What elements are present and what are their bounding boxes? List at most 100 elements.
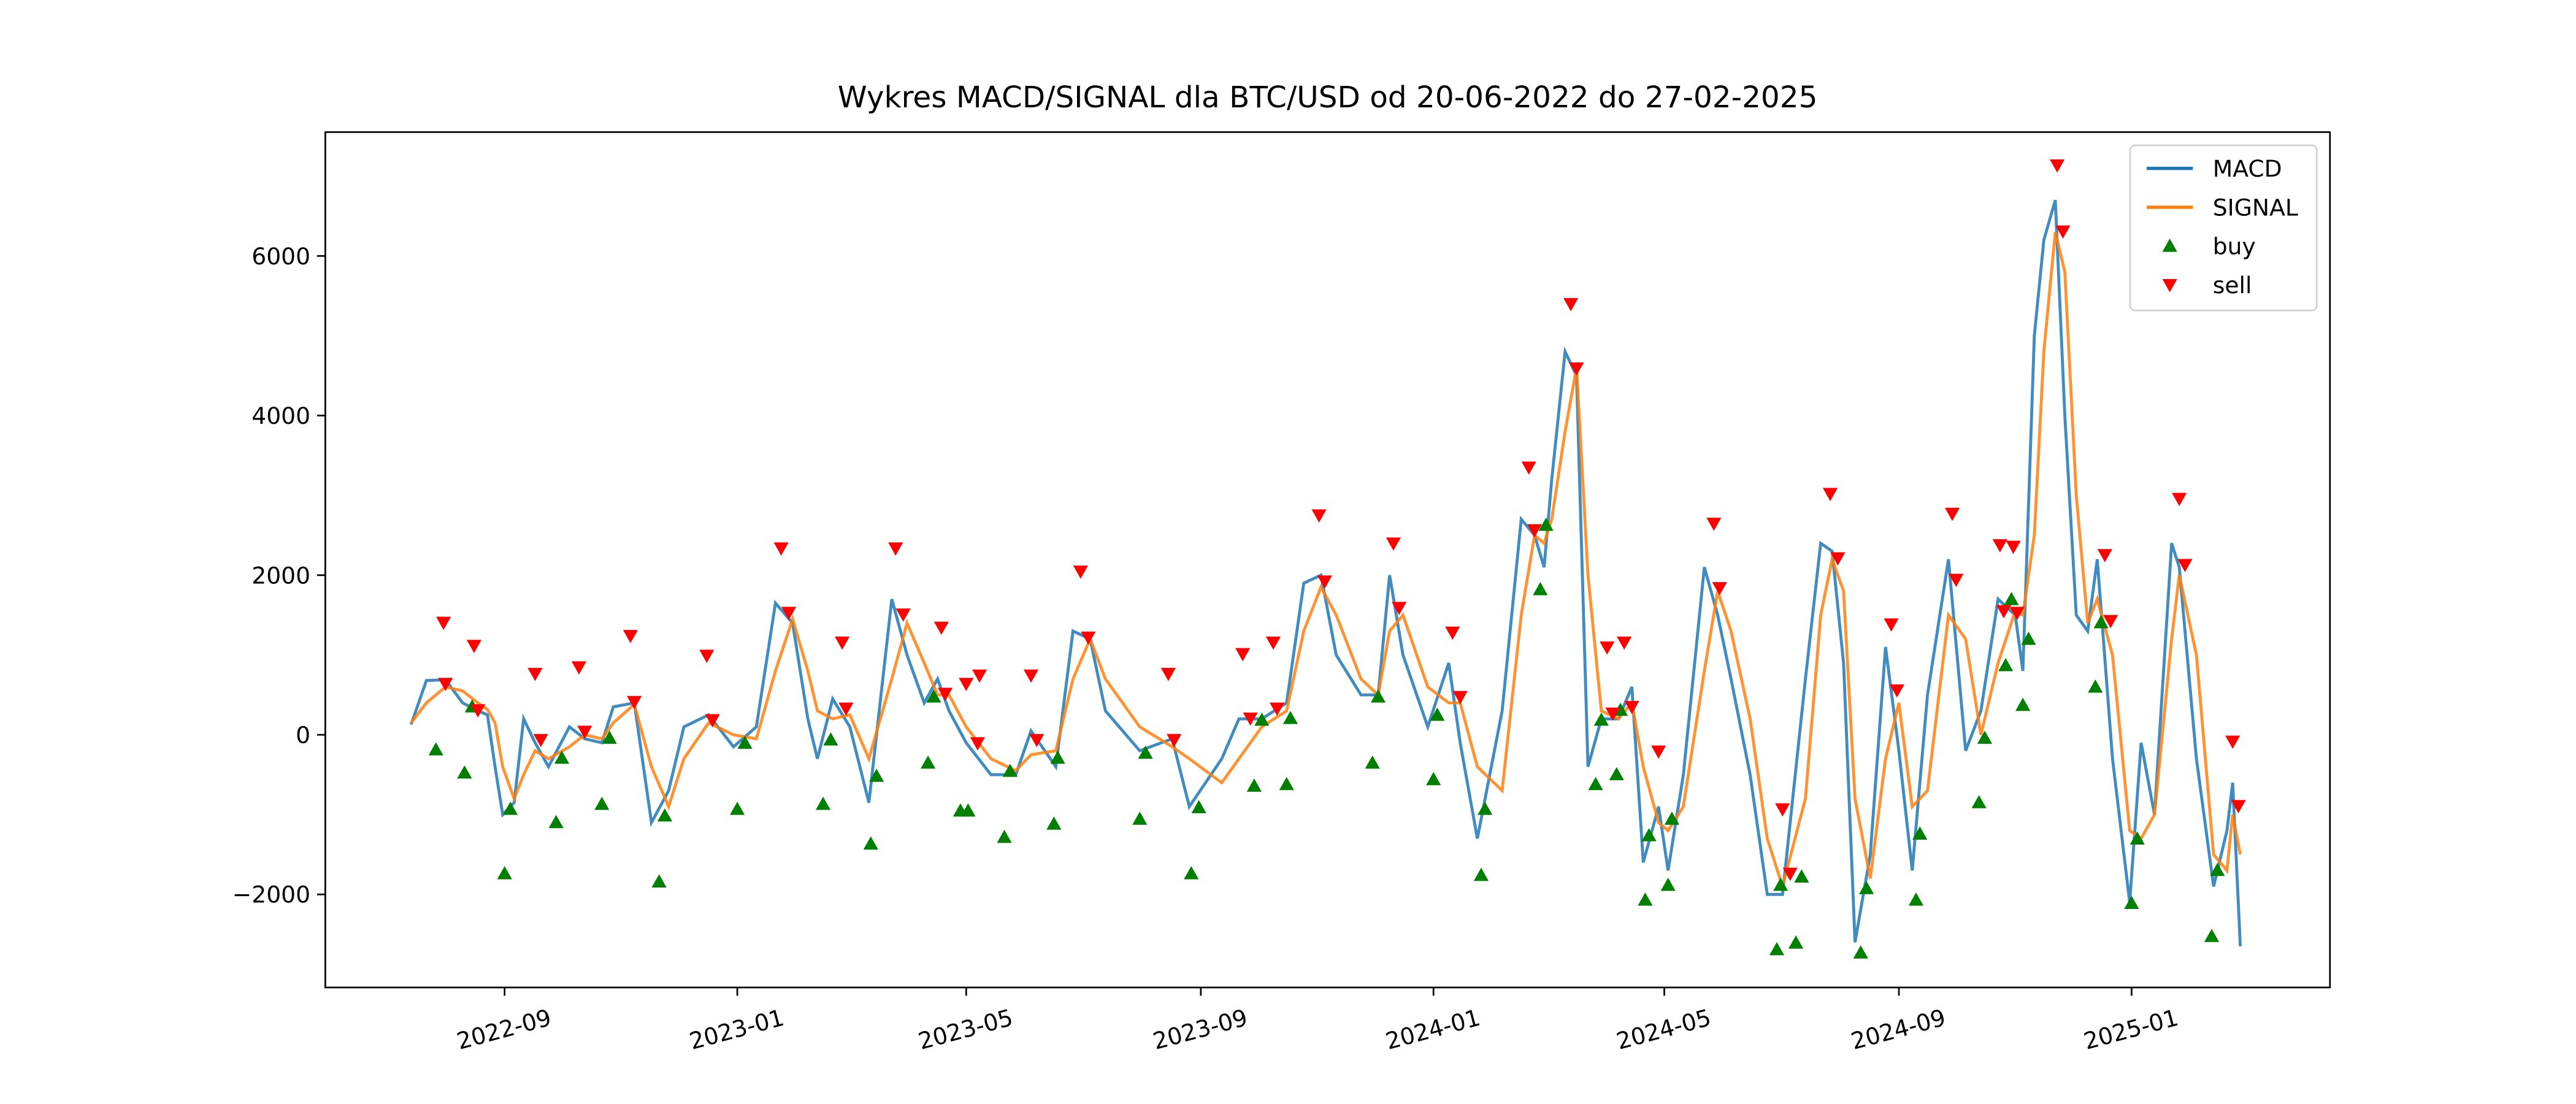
marker xyxy=(1609,767,1624,781)
marker xyxy=(1664,811,1680,825)
marker xyxy=(895,608,911,622)
marker xyxy=(1773,877,1788,891)
marker xyxy=(1046,816,1062,830)
marker xyxy=(1600,641,1615,655)
marker xyxy=(2204,929,2220,942)
marker xyxy=(436,616,451,631)
marker xyxy=(933,621,949,635)
marker xyxy=(888,542,903,556)
marker xyxy=(1002,764,1018,777)
marker xyxy=(1370,689,1386,703)
marker xyxy=(1563,297,1579,312)
marker xyxy=(1660,877,1676,891)
marker xyxy=(2015,697,2031,711)
marker xyxy=(1246,778,1262,792)
marker xyxy=(970,737,986,751)
legend-label: SIGNAL xyxy=(2213,194,2298,221)
marker xyxy=(1265,636,1281,650)
marker xyxy=(1527,524,1543,538)
marker xyxy=(1279,776,1294,791)
marker xyxy=(1884,618,1899,632)
marker xyxy=(1081,631,1096,645)
marker xyxy=(533,734,548,748)
marker xyxy=(548,815,564,829)
marker xyxy=(1167,734,1182,748)
marker xyxy=(438,678,453,691)
marker xyxy=(1651,745,1666,759)
marker xyxy=(1641,828,1657,841)
marker xyxy=(863,836,878,850)
marker xyxy=(815,797,831,810)
marker xyxy=(1638,892,1653,906)
marker xyxy=(1243,712,1258,726)
marker xyxy=(1624,700,1639,715)
legend-label: sell xyxy=(2213,272,2252,299)
marker xyxy=(1426,772,1441,786)
line-series xyxy=(410,231,2242,892)
marker xyxy=(1769,941,1785,956)
marker xyxy=(1132,811,1148,825)
marker xyxy=(502,802,518,815)
marker xyxy=(657,808,673,822)
marker xyxy=(959,678,974,691)
marker xyxy=(497,866,512,880)
marker xyxy=(1794,869,1809,883)
marker xyxy=(699,650,715,663)
marker xyxy=(737,735,753,749)
marker xyxy=(937,688,953,701)
marker xyxy=(773,542,789,556)
marker xyxy=(960,803,976,817)
marker xyxy=(1949,573,1964,588)
marker xyxy=(1971,795,1987,808)
marker xyxy=(1538,517,1554,531)
marker xyxy=(1386,537,1401,551)
marker xyxy=(1311,509,1327,523)
marker xyxy=(466,640,482,653)
legend-label: buy xyxy=(2213,233,2256,260)
marker xyxy=(1706,518,1722,531)
marker xyxy=(1617,636,1632,650)
marker xyxy=(2210,862,2225,876)
marker xyxy=(2177,559,2193,572)
marker xyxy=(2129,831,2145,845)
marker xyxy=(1191,800,1206,813)
marker xyxy=(1944,507,1960,521)
marker xyxy=(2088,679,2103,693)
marker xyxy=(1889,684,1905,698)
marker xyxy=(997,829,1012,843)
marker xyxy=(972,669,987,683)
marker xyxy=(1073,565,1089,579)
legend-swatch xyxy=(2162,279,2177,293)
marker xyxy=(1138,745,1153,759)
marker xyxy=(554,750,570,764)
y-tick-label: 0 xyxy=(296,722,310,749)
marker xyxy=(577,726,592,739)
y-tick-label: 4000 xyxy=(251,402,310,429)
marker xyxy=(1392,602,1407,615)
marker xyxy=(835,636,850,650)
marker xyxy=(2225,735,2241,749)
marker xyxy=(623,630,638,643)
marker xyxy=(781,607,797,620)
marker xyxy=(2021,631,2036,645)
marker xyxy=(705,714,720,727)
marker xyxy=(470,704,486,718)
marker xyxy=(1445,626,1460,640)
marker xyxy=(2231,800,2246,813)
marker xyxy=(1775,803,1790,817)
marker xyxy=(1270,702,1285,716)
marker xyxy=(823,732,838,746)
marker xyxy=(1160,667,1176,681)
marker xyxy=(2055,225,2071,239)
marker xyxy=(1605,707,1620,721)
marker xyxy=(1050,750,1065,764)
marker xyxy=(869,769,884,782)
y-tick-label: 6000 xyxy=(251,243,310,270)
marker xyxy=(594,797,610,810)
marker xyxy=(1365,755,1380,769)
marker xyxy=(1712,582,1727,596)
marker xyxy=(2006,540,2021,554)
marker xyxy=(2004,592,2019,605)
marker xyxy=(1029,734,1045,748)
marker xyxy=(1788,935,1804,949)
